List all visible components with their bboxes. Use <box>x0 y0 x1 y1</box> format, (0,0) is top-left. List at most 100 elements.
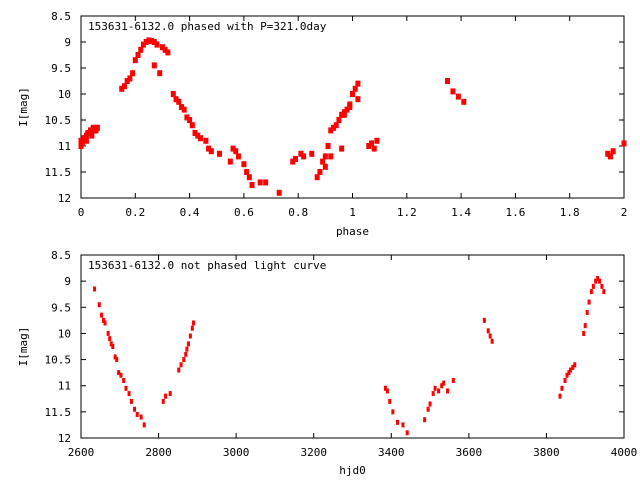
data-point <box>233 148 239 155</box>
data-point <box>563 377 567 383</box>
data-point <box>227 158 233 165</box>
data-point <box>445 78 451 84</box>
y-tick-label: 10 <box>58 88 71 101</box>
data-point <box>182 357 186 363</box>
data-point <box>124 78 130 84</box>
data-point <box>139 414 143 420</box>
data-point <box>352 85 358 92</box>
data-point <box>369 140 375 147</box>
data-point <box>117 370 121 376</box>
y-tick-label: 8.5 <box>51 10 71 23</box>
data-point <box>132 57 138 64</box>
y-tick-label: 8.5 <box>51 249 71 262</box>
data-point <box>85 130 91 136</box>
data-point <box>433 385 437 391</box>
data-point <box>401 422 405 428</box>
data-point <box>585 310 589 316</box>
data-point <box>138 46 144 53</box>
data-point <box>97 302 101 308</box>
phased-plot-frame <box>80 15 625 199</box>
data-point <box>216 150 222 157</box>
x-tick-label: 1.4 <box>451 206 471 219</box>
data-point <box>333 122 339 129</box>
data-point <box>461 98 467 105</box>
y-tick-label: 11 <box>58 140 71 153</box>
data-point <box>165 49 171 56</box>
phased-light-curve-panel: 0 0.2 0.4 0.6 0.8 1 1.2 1.4 1.6 1.8 2 8.5 9 9.5 10 10.5… <box>17 10 627 238</box>
data-point <box>130 70 136 77</box>
data-point <box>94 124 100 131</box>
data-point <box>206 145 212 152</box>
data-point <box>290 158 296 165</box>
data-point <box>276 189 282 196</box>
data-point <box>195 132 201 139</box>
data-point <box>301 153 307 160</box>
data-point <box>328 153 334 160</box>
data-point <box>115 357 119 363</box>
data-point <box>355 80 361 87</box>
data-point <box>455 93 461 100</box>
data-point <box>230 145 236 152</box>
data-point <box>135 411 139 417</box>
data-point <box>610 148 616 155</box>
data-point <box>442 380 446 386</box>
y-tick-label: 9 <box>64 36 71 49</box>
data-point <box>602 289 606 295</box>
data-point <box>488 333 492 339</box>
x-tick-label: 3000 <box>223 446 250 459</box>
data-point <box>197 135 203 142</box>
data-point <box>587 299 591 305</box>
data-point <box>490 338 494 344</box>
data-point <box>208 148 214 155</box>
data-point <box>371 145 377 152</box>
data-point <box>108 336 112 342</box>
x-tick-label: 0.2 <box>125 206 145 219</box>
data-point <box>451 377 455 383</box>
data-point <box>598 278 602 284</box>
data-point <box>146 37 152 44</box>
data-point <box>124 385 128 391</box>
y-axis-label: I[mag] <box>17 327 30 367</box>
data-point <box>185 346 189 352</box>
data-point <box>341 111 347 118</box>
data-point <box>88 127 94 134</box>
x-tick-label: 1.8 <box>560 206 580 219</box>
unphased-plot-frame <box>80 254 625 439</box>
data-point <box>121 83 127 90</box>
data-point <box>314 174 320 181</box>
data-point <box>440 383 444 389</box>
data-point <box>437 388 441 394</box>
data-point <box>589 289 593 295</box>
data-point <box>188 333 192 339</box>
x-tick-label: 0.6 <box>234 206 254 219</box>
y-tick-label: 10.5 <box>45 114 72 127</box>
data-point <box>170 91 176 97</box>
data-point <box>119 85 125 92</box>
y-tick-label: 10 <box>58 327 71 340</box>
y-tick-label: 9 <box>64 275 71 288</box>
data-point <box>320 158 326 165</box>
data-point <box>181 106 187 113</box>
data-point <box>164 393 168 399</box>
data-point <box>143 39 149 45</box>
data-point <box>621 140 627 147</box>
chart-title: 153631-6132.0 phased with P=321.0day <box>88 20 327 33</box>
data-point <box>605 150 611 157</box>
data-point <box>583 323 587 329</box>
x-axis-label: hjd0 <box>339 464 366 477</box>
data-point <box>161 398 165 404</box>
data-point <box>127 391 131 397</box>
data-point <box>560 385 564 391</box>
data-point <box>607 153 613 160</box>
data-point <box>235 153 241 160</box>
data-point <box>192 130 198 136</box>
data-point <box>594 278 598 284</box>
x-tick-label: 3600 <box>456 446 483 459</box>
data-point <box>135 52 141 58</box>
data-point <box>101 317 105 323</box>
data-point <box>423 417 427 423</box>
data-point <box>78 143 84 149</box>
data-point <box>159 44 165 51</box>
y-tick-label: 10.5 <box>45 354 72 367</box>
